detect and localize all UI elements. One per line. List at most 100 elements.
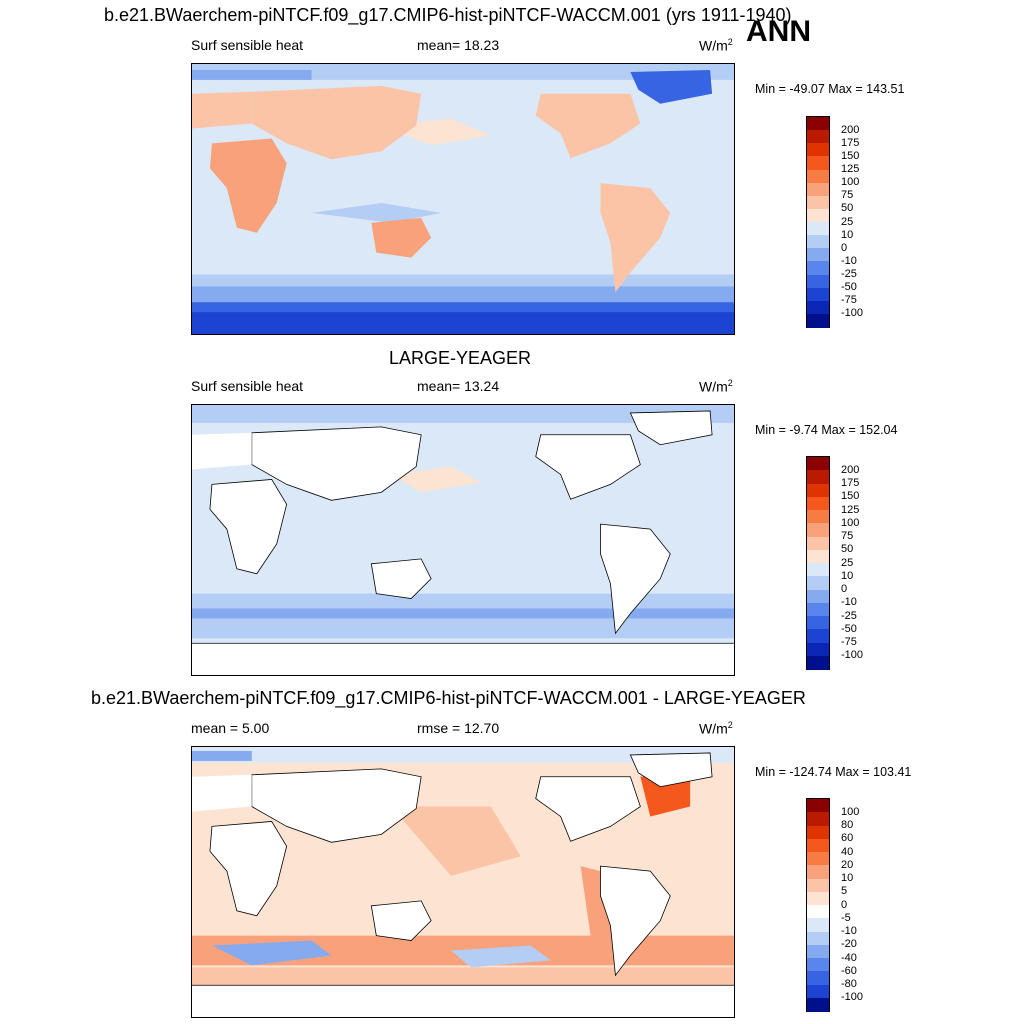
season-label: ANN: [746, 15, 811, 48]
colorbar-swatch: [807, 865, 829, 879]
colorbar-swatch: [807, 629, 829, 643]
panel-2-mean-label: mean= 13.24: [417, 378, 500, 394]
colorbar-tick-label: -5: [841, 911, 851, 924]
colorbar-tick-label: 25: [841, 556, 854, 569]
panel-2-colorbar: 200 175 150 125 100 75 50 25 10 0 -10 -25 -50 -75 -100: [806, 456, 863, 670]
colorbar-swatch: [807, 655, 829, 670]
colorbar-swatch: [807, 997, 829, 1012]
colorbar-tick-label: 125: [841, 503, 860, 516]
colorbar-tick-label: 100: [841, 805, 860, 818]
colorbar-swatch: [807, 944, 829, 959]
colorbar-tick-label: 5: [841, 885, 848, 898]
colorbar-swatch: [807, 496, 829, 511]
colorbar-tick-label: -25: [841, 609, 857, 622]
colorbar-tick-label: 150: [841, 490, 860, 503]
panel-3-title: b.e21.BWaerchem-piNTCF.f09_g17.CMIP6-his…: [91, 688, 806, 708]
colorbar-swatch: [807, 642, 829, 657]
colorbar-tick-label: 60: [841, 832, 854, 845]
colorbar-tick-label: -50: [841, 622, 857, 635]
colorbar-swatch: [807, 799, 829, 813]
colorbar-swatch: [807, 143, 829, 157]
colorbar-swatch: [807, 156, 829, 170]
panel-1-units: W/m2: [699, 37, 733, 54]
panel-3-colorbar: 100 80 60 40 20 10 5 0 -5 -10 -20 -40 -60 -80 -100: [806, 798, 863, 1012]
colorbar-swatch: [807, 905, 829, 919]
colorbar-tick-label: -50: [841, 281, 857, 294]
panel-1-map: [191, 63, 735, 335]
colorbar-tick-label: -100: [841, 307, 864, 320]
colorbar-swatch: [807, 918, 829, 932]
colorbar-tick-label: 25: [841, 215, 854, 228]
panel-3-rmse-label: rmse = 12.70: [417, 720, 500, 736]
colorbar-tick-label: 200: [841, 463, 860, 476]
colorbar-swatch: [807, 313, 829, 328]
colorbar-tick-label: 0: [841, 241, 848, 254]
colorbar-swatch: [807, 852, 829, 866]
panel-1-colorbar: 200 175 150 125 100 75 50 25 10 0 -10 -25 -50 -75 -100: [806, 116, 863, 328]
colorbar-swatch: [807, 470, 829, 484]
colorbar-tick-label: 0: [841, 583, 848, 595]
colorbar-tick-label: -100: [841, 649, 864, 662]
panel-2-title: LARGE-YEAGER: [389, 348, 532, 368]
panel-1-mean-label: mean= 18.23: [417, 37, 500, 53]
colorbar-tick-label: -100: [841, 991, 864, 1004]
colorbar-swatch: [807, 130, 829, 144]
colorbar-tick-label: -75: [841, 294, 857, 307]
colorbar-tick-label: -80: [841, 978, 857, 990]
colorbar-tick-label: -10: [841, 596, 857, 609]
colorbar-swatch: [807, 117, 829, 131]
panel-2-units: W/m2: [699, 378, 733, 395]
panel-3-units: W/m2: [699, 720, 733, 737]
colorbar-tick-label: 80: [841, 819, 854, 831]
colorbar-swatch: [807, 878, 829, 893]
colorbar-tick-label: 20: [841, 858, 854, 871]
colorbar-tick-label: 50: [841, 543, 854, 556]
colorbar-swatch: [807, 838, 829, 853]
colorbar-swatch: [807, 300, 829, 315]
colorbar-swatch: [807, 248, 829, 262]
colorbar-tick-label: -10: [841, 925, 857, 937]
colorbar-tick-label: 125: [841, 163, 860, 175]
colorbar-swatch: [807, 971, 829, 985]
colorbar-tick-label: 0: [841, 898, 848, 911]
colorbar-swatch: [807, 812, 829, 826]
colorbar-swatch: [807, 457, 829, 471]
colorbar-tick-label: 200: [841, 123, 860, 136]
colorbar-swatch: [807, 510, 829, 524]
colorbar-tick-label: 150: [841, 149, 860, 162]
colorbar-swatch: [807, 616, 829, 630]
panel-1-variable-label: Surf sensible heat: [191, 37, 304, 53]
colorbar-swatch: [807, 958, 829, 972]
colorbar-tick-label: -10: [841, 254, 857, 267]
colorbar-tick-label: -75: [841, 636, 857, 648]
colorbar-swatch: [807, 274, 829, 289]
panel-3-minmax: Min = -124.74 Max = 103.41: [755, 765, 912, 779]
colorbar-tick-label: -40: [841, 951, 857, 964]
colorbar-swatch: [807, 536, 829, 551]
colorbar-swatch: [807, 222, 829, 236]
colorbar-tick-label: 40: [841, 845, 854, 858]
panel-1-title: b.e21.BWaerchem-piNTCF.f09_g17.CMIP6-his…: [104, 5, 792, 25]
colorbar-swatch: [807, 235, 829, 249]
colorbar-tick-label: 10: [841, 872, 854, 884]
colorbar-swatch: [807, 523, 829, 537]
colorbar-tick-label: -20: [841, 938, 857, 951]
colorbar-swatch: [807, 891, 829, 906]
colorbar-swatch: [807, 931, 829, 946]
colorbar-swatch: [807, 984, 829, 999]
colorbar-tick-label: -60: [841, 964, 857, 977]
colorbar-tick-label: 10: [841, 228, 854, 241]
colorbar-swatch: [807, 563, 829, 577]
colorbar-swatch: [807, 549, 829, 564]
colorbar-tick-label: 10: [841, 569, 854, 582]
colorbar-swatch: [807, 208, 829, 223]
colorbar-swatch: [807, 182, 829, 197]
colorbar-tick-label: -25: [841, 268, 857, 280]
panel-2-minmax: Min = -9.74 Max = 152.04: [755, 423, 898, 437]
colorbar-tick-label: 50: [841, 202, 854, 215]
colorbar-swatch: [807, 825, 829, 840]
colorbar-tick-label: 100: [841, 176, 860, 189]
colorbar-tick-label: 75: [841, 189, 854, 202]
colorbar-swatch: [807, 261, 829, 275]
colorbar-swatch: [807, 589, 829, 604]
